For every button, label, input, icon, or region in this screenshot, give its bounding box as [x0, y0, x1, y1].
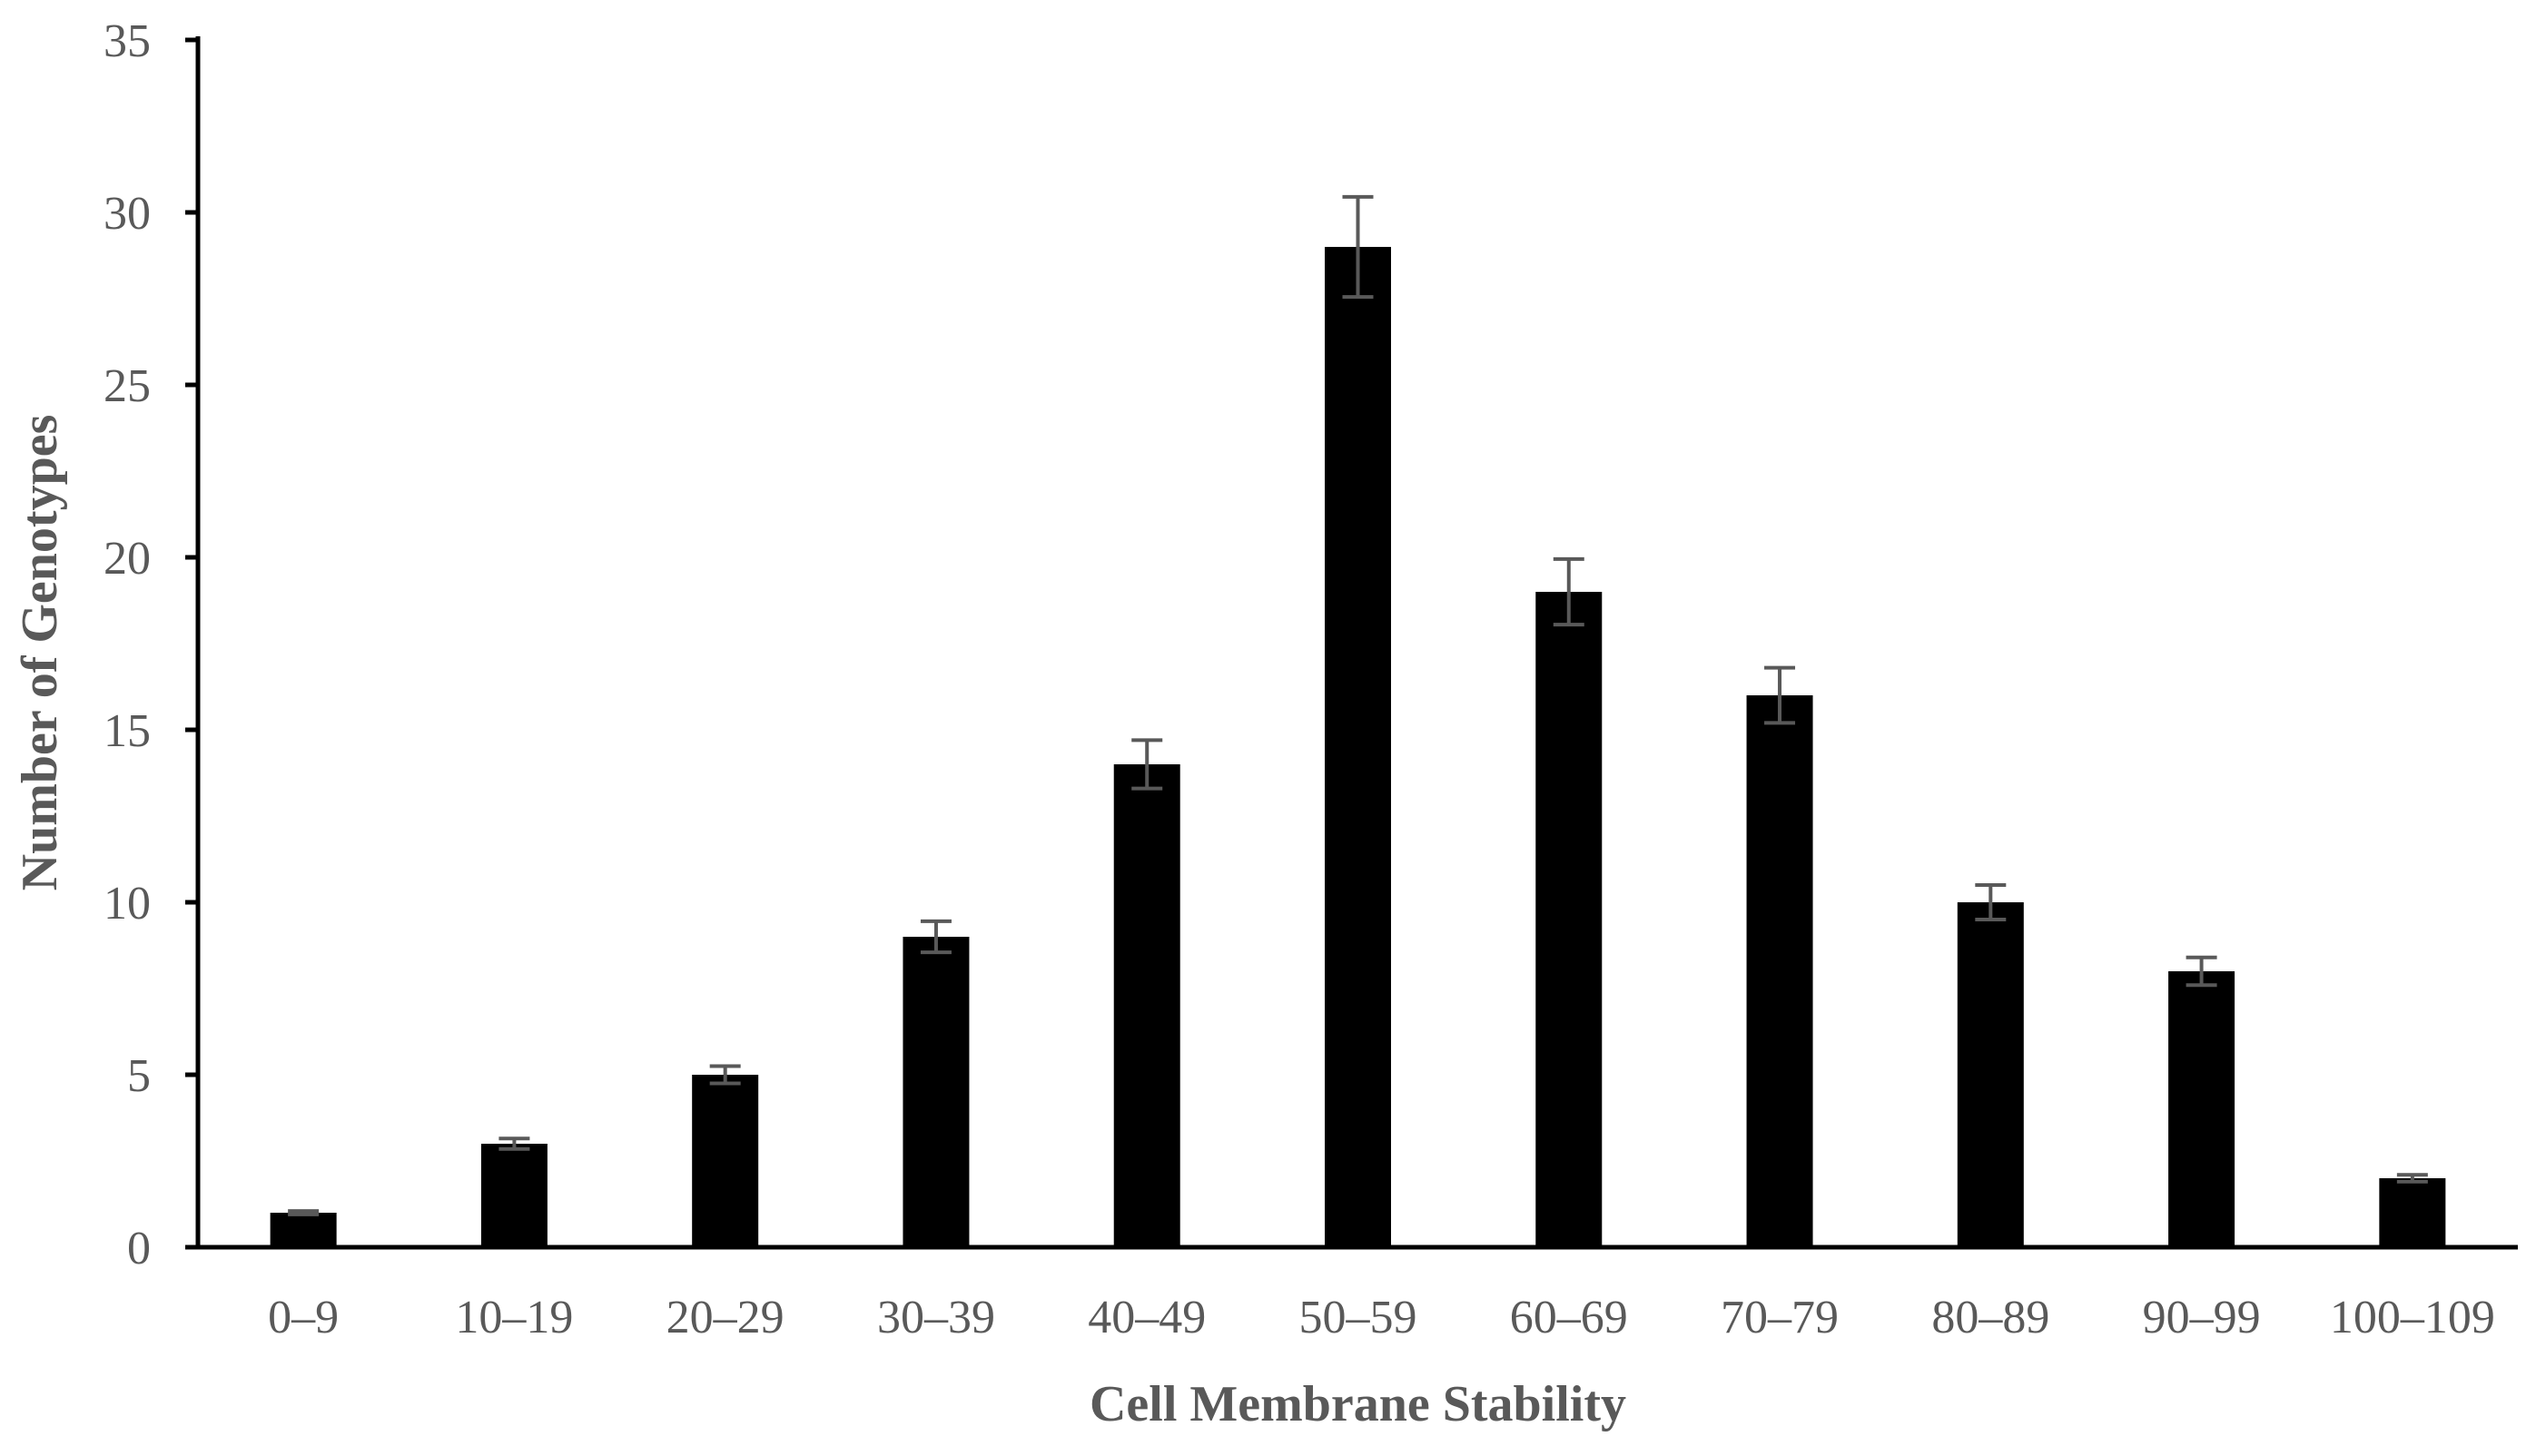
x-tick-label: 20–29 [666, 1292, 784, 1343]
y-tick-label: 0 [127, 1223, 151, 1274]
x-tick-label: 70–79 [1721, 1292, 1839, 1343]
error-bar-60-69 [1553, 556, 1584, 627]
x-tick-label: 90–99 [2143, 1292, 2261, 1343]
bar-40-49 [1113, 764, 1180, 1247]
y-tick-label: 15 [104, 705, 151, 757]
x-tick-label: 40–49 [1088, 1292, 1206, 1343]
bar-0-9 [270, 1213, 337, 1247]
error-bar-20-29 [709, 1064, 741, 1086]
x-tick-label: 0–9 [268, 1292, 339, 1343]
y-tick-label: 30 [104, 188, 151, 240]
y-tick-label: 25 [104, 360, 151, 412]
y-tick-label: 35 [104, 15, 151, 67]
bar-100-109 [2379, 1178, 2446, 1247]
error-bar-80-89 [1975, 883, 2007, 921]
y-ticks-group: 0 5 10 15 20 25 30 35 [104, 15, 198, 1274]
axes-group [195, 36, 2518, 1250]
x-tick-label: 100–109 [2330, 1292, 2495, 1343]
bar-30-39 [903, 937, 970, 1247]
x-tick-label: 80–89 [1931, 1292, 2049, 1343]
error-bar-90-99 [2186, 955, 2217, 988]
error-bars-group [288, 194, 2428, 1216]
y-tick-label: 10 [104, 878, 151, 930]
x-tick-label: 30–39 [877, 1292, 995, 1343]
x-tick-label: 10–19 [455, 1292, 573, 1343]
error-bar-0-9 [288, 1209, 320, 1216]
error-bar-10-19 [498, 1136, 530, 1151]
bar-70-79 [1746, 695, 1813, 1247]
bar-90-99 [2168, 971, 2235, 1247]
bar-60-69 [1535, 592, 1603, 1247]
y-axis-title: Number of Genotypes [12, 415, 68, 891]
bar-50-59 [1325, 247, 1391, 1247]
x-axis-title: Cell Membrane Stability [1090, 1376, 1626, 1432]
y-tick-label: 5 [127, 1050, 151, 1102]
error-bar-100-109 [2396, 1173, 2428, 1184]
bar-20-29 [692, 1075, 759, 1247]
error-bar-70-79 [1764, 665, 1796, 725]
x-tick-label: 60–69 [1510, 1292, 1628, 1343]
bar-10-19 [480, 1144, 548, 1247]
bars-group [270, 247, 2446, 1247]
y-tick-label: 20 [104, 533, 151, 585]
bar-80-89 [1957, 902, 2024, 1247]
x-ticks-group: 0–9 10–19 20–29 30–39 40–49 50–59 60–69 70–79 80… [268, 1292, 2495, 1343]
x-tick-label: 50–59 [1299, 1292, 1417, 1343]
error-bar-50-59 [1342, 194, 1374, 300]
error-bar-30-39 [920, 919, 952, 955]
error-bar-40-49 [1131, 738, 1163, 791]
